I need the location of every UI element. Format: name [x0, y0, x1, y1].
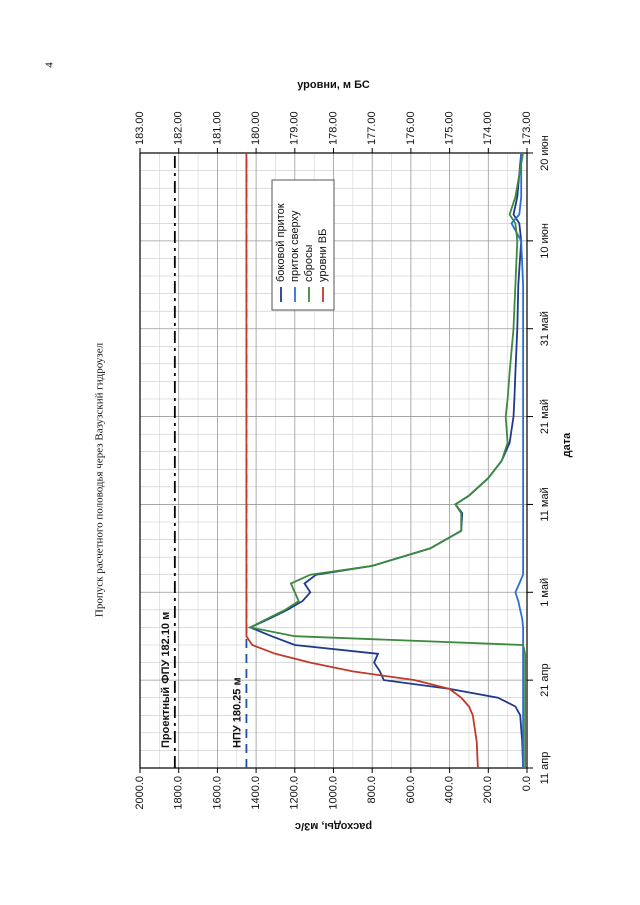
y-tick-label: 1400.0: [250, 776, 262, 810]
legend-label: уровни ВБ: [317, 229, 329, 282]
x-tick-label: 10 июн: [539, 223, 551, 259]
y-tick-label: 600.0: [405, 776, 417, 804]
page-number: 4: [44, 62, 56, 68]
reference-label: Проектный ФПУ 182.10 м: [160, 612, 172, 748]
y-tick-label: 800.0: [366, 776, 378, 804]
y-tick-label: 0.0: [521, 776, 533, 791]
x-tick-label: 11 апр: [539, 752, 551, 785]
x-tick-label: 20 июн: [539, 135, 551, 171]
x-tick-label: 21 апр: [539, 663, 551, 696]
y-tick-label: 1800.0: [173, 776, 185, 810]
y2-tick-label: 175.00: [444, 111, 456, 145]
legend-label: приток сверху: [289, 210, 301, 282]
y-tick-label: 400.0: [444, 776, 456, 804]
y-tick-label: 1000.0: [327, 776, 339, 810]
y2-tick-label: 173.00: [521, 111, 533, 145]
legend-box: [271, 179, 335, 311]
rotated-chart: 11 апр 21 апр 1 май 11 май 21 май 31 май 10 ию…: [44, 62, 573, 832]
legend-label: боковой приток: [275, 203, 287, 282]
x-tick-label: 1 май: [539, 578, 551, 607]
x-tick-label: 11 май: [539, 487, 551, 521]
y2-tick-label: 179.00: [289, 111, 301, 145]
y2-tick-label: 182.00: [173, 111, 185, 145]
x-tick-label: 31 май: [539, 311, 551, 346]
chart-title: Пропуск расчетного половодья через Вазуз…: [94, 342, 106, 617]
y2-tick-label: 174.00: [482, 111, 494, 145]
reference-label: НПУ 180.25 м: [231, 677, 243, 748]
y2-tick-label: 180.00: [250, 111, 262, 145]
y2-tick-label: 177.00: [366, 111, 378, 145]
y2-tick-label: 181.00: [211, 111, 223, 145]
y2-tick-label: 176.00: [405, 111, 417, 145]
y2-tick-label: 183.00: [134, 111, 146, 145]
y-axis-title: расходы, м3/с: [295, 820, 372, 832]
y-tick-label: 1200.0: [289, 776, 301, 810]
x-axis-title: дата: [561, 432, 573, 457]
legend-label: сбросы: [303, 244, 315, 282]
y-tick-label: 1600.0: [211, 776, 223, 810]
y-tick-label: 2000.0: [134, 776, 146, 810]
legend: боковой приток приток сверху сбросы уровни …: [271, 179, 335, 311]
series-line: [245, 153, 479, 769]
y-tick-label: 200.0: [482, 776, 494, 804]
y2-axis-title: уровни, м БС: [297, 79, 370, 91]
plot-frame: [139, 152, 528, 769]
series-line: [247, 152, 526, 768]
series-line: [510, 153, 524, 768]
y2-tick-label: 178.00: [327, 111, 339, 145]
x-tick-label: 21 май: [539, 399, 551, 434]
